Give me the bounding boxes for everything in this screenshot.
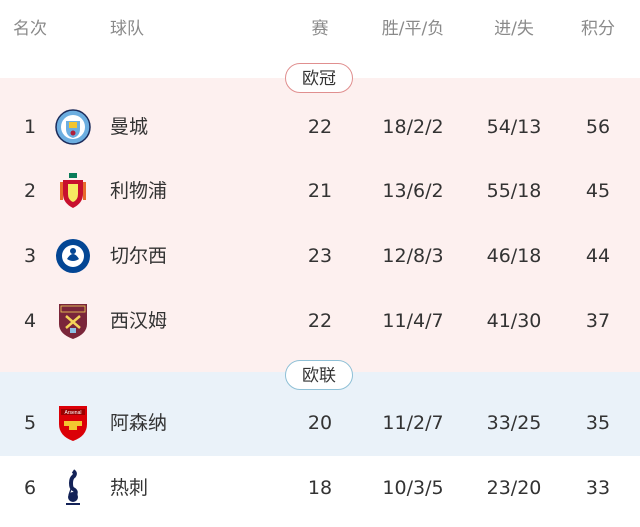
- points: 37: [585, 310, 611, 332]
- rank: 5: [23, 412, 37, 434]
- goals-for-against: 54/13: [486, 116, 542, 138]
- header-wdl: 胜/平/负: [381, 19, 445, 39]
- points: 44: [585, 245, 611, 267]
- table-row[interactable]: 6 热刺 18 10/3/5 23/20 33: [0, 456, 640, 520]
- champions-league-badge: 欧冠: [285, 63, 353, 93]
- goals-for-against: 33/25: [486, 412, 542, 434]
- team-name[interactable]: 阿森纳: [110, 412, 168, 434]
- win-draw-loss: 10/3/5: [382, 477, 444, 499]
- win-draw-loss: 11/2/7: [382, 412, 444, 434]
- rank: 4: [23, 310, 37, 332]
- played: 22: [307, 310, 333, 332]
- manchester-city-crest-icon: [55, 108, 91, 146]
- rank: 1: [23, 116, 37, 138]
- svg-text:Arsenal: Arsenal: [65, 410, 82, 416]
- played: 18: [307, 477, 333, 499]
- team-name[interactable]: 西汉姆: [110, 310, 168, 332]
- team-name[interactable]: 热刺: [110, 477, 149, 499]
- win-draw-loss: 12/8/3: [382, 245, 444, 267]
- win-draw-loss: 18/2/2: [382, 116, 444, 138]
- goals-for-against: 41/30: [486, 310, 542, 332]
- team-name[interactable]: 曼城: [110, 116, 149, 138]
- arsenal-crest-icon: Arsenal: [55, 404, 91, 442]
- played: 20: [307, 412, 333, 434]
- table-row[interactable]: 3 切尔西 23 12/8/3 46/18 44: [0, 224, 640, 288]
- table-row[interactable]: 5 Arsenal 阿森纳 20 11/2/7 33/25 35: [0, 391, 640, 455]
- chelsea-crest-icon: [55, 237, 91, 275]
- header-goals: 进/失: [494, 19, 534, 39]
- table-row[interactable]: 4 西汉姆 22 11/4/7 41/30 37: [0, 289, 640, 353]
- liverpool-crest-icon: [55, 172, 91, 210]
- played: 23: [307, 245, 333, 267]
- goals-for-against: 55/18: [486, 180, 542, 202]
- played: 22: [307, 116, 333, 138]
- table-row[interactable]: 2 利物浦 21 13/6/2 55/18 45: [0, 159, 640, 223]
- win-draw-loss: 11/4/7: [382, 310, 444, 332]
- champions-league-zone: [0, 78, 640, 372]
- header-rank: 名次: [13, 19, 47, 39]
- win-draw-loss: 13/6/2: [382, 180, 444, 202]
- points: 45: [585, 180, 611, 202]
- tottenham-crest-icon: [55, 469, 91, 507]
- rank: 2: [23, 180, 37, 202]
- header-team: 球队: [110, 19, 144, 39]
- rank: 3: [23, 245, 37, 267]
- played: 21: [307, 180, 333, 202]
- team-name[interactable]: 利物浦: [110, 180, 168, 202]
- team-name[interactable]: 切尔西: [110, 245, 168, 267]
- goals-for-against: 23/20: [486, 477, 542, 499]
- rank: 6: [23, 477, 37, 499]
- europa-league-badge: 欧联: [285, 360, 353, 390]
- header-played: 赛: [311, 19, 329, 39]
- header-points: 积分: [581, 19, 615, 39]
- goals-for-against: 46/18: [486, 245, 542, 267]
- points: 56: [585, 116, 611, 138]
- points: 35: [585, 412, 611, 434]
- table-row[interactable]: 1 曼城 22 18/2/2 54/13 56: [0, 95, 640, 159]
- west-ham-crest-icon: [55, 302, 91, 340]
- points: 33: [585, 477, 611, 499]
